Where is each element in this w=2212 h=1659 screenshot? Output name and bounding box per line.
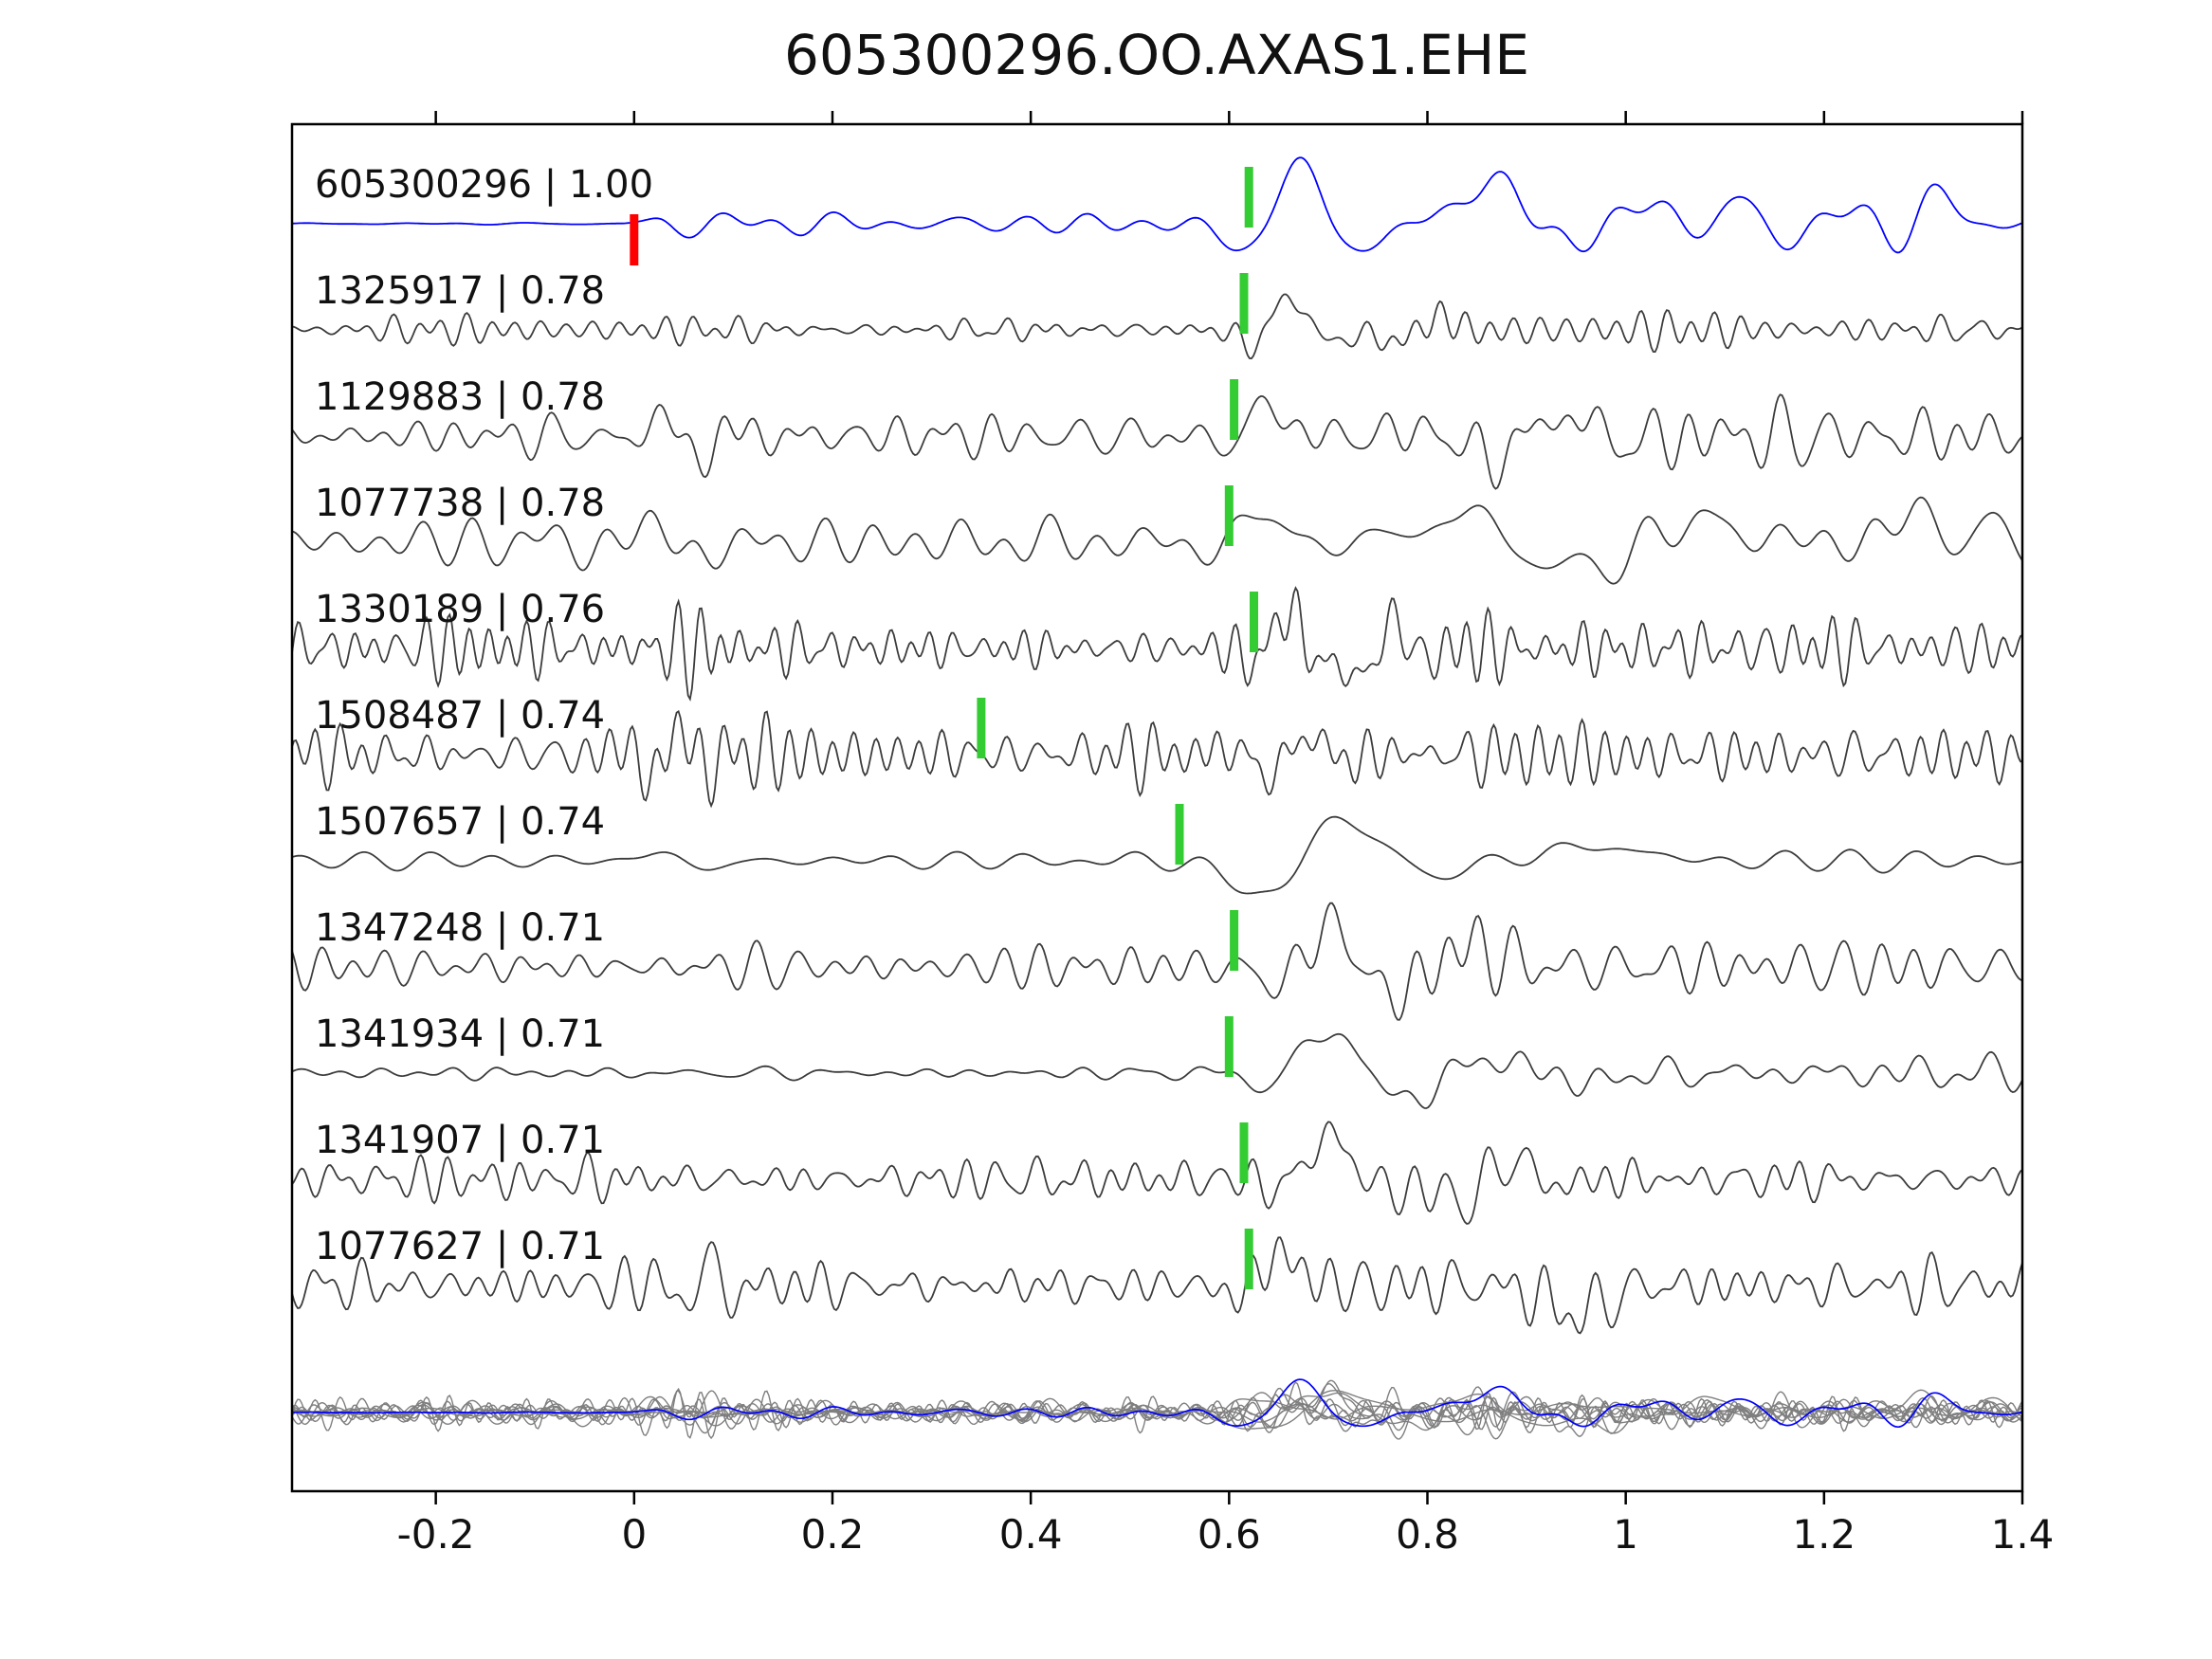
trace-labels-layer: 605300296 | 1.00 1325917 | 0.78 1129883 | … — [315, 163, 653, 1268]
x-tick-label: 1 — [1613, 1511, 1638, 1558]
x-axis-ticks-layer: -0.2 0 0.2 0.4 0.6 0.8 1 1.2 1.4 — [397, 111, 2055, 1558]
pick-marker — [977, 698, 986, 758]
trace-label: 1507657 | 0.74 — [315, 800, 605, 844]
trace-label: 605300296 | 1.00 — [315, 163, 653, 207]
traces-layer — [292, 156, 2022, 1440]
x-tick-label: 0.8 — [1396, 1511, 1459, 1558]
pick-marker — [1239, 273, 1249, 334]
trace-path-1077627 — [292, 1236, 2022, 1335]
plot-frame — [290, 122, 2024, 1493]
x-tick-label: 1.2 — [1792, 1511, 1856, 1558]
trace-label: 1347248 | 0.71 — [315, 906, 605, 950]
trace-path-1507657 — [292, 815, 2022, 895]
pick-marker — [1230, 910, 1239, 971]
trace-path-1330189 — [292, 586, 2022, 702]
x-tick-label: 0.2 — [801, 1511, 865, 1558]
trace-path-1129883 — [292, 393, 2022, 490]
pick-markers-layer — [630, 167, 1258, 1289]
overlay-template-trace — [292, 1378, 2022, 1429]
trace-path-605300296 — [292, 156, 2022, 254]
trace-label: 1325917 | 0.78 — [315, 269, 605, 313]
trace-path-1325917 — [292, 293, 2022, 360]
trace-path-1508487 — [292, 709, 2022, 809]
trace-label: 1341907 | 0.71 — [315, 1119, 605, 1162]
pick-marker — [1224, 485, 1234, 546]
x-tick-label: 0.6 — [1197, 1511, 1261, 1558]
pick-marker — [1250, 592, 1258, 652]
trace-path-1347248 — [292, 902, 2022, 1021]
trace-label: 1330189 | 0.76 — [315, 588, 605, 631]
pick-marker — [1239, 1122, 1249, 1183]
trace-label: 1077627 | 0.71 — [315, 1225, 605, 1268]
pick-marker — [1224, 1016, 1234, 1077]
trace-label: 1077738 | 0.78 — [315, 482, 605, 525]
x-tick-label: 0 — [621, 1511, 647, 1558]
trace-path-1077738 — [292, 496, 2022, 585]
pick-marker — [1244, 1229, 1253, 1289]
chart-title: 605300296.OO.AXAS1.EHE — [784, 23, 1529, 87]
template-origin-marker — [630, 214, 639, 265]
x-tick-label: -0.2 — [397, 1511, 475, 1558]
pick-marker — [1230, 379, 1239, 440]
x-tick-label: 1.4 — [1991, 1511, 2055, 1558]
trace-label: 1508487 | 0.74 — [315, 694, 605, 738]
pick-marker — [1175, 804, 1184, 865]
trace-path-1341934 — [292, 1032, 2022, 1109]
overlay-trace-1077627 — [292, 1387, 2022, 1437]
trace-label: 1129883 | 0.78 — [315, 375, 605, 419]
pick-marker — [1244, 167, 1253, 228]
trace-label: 1341934 | 0.71 — [315, 1012, 605, 1056]
x-tick-label: 0.4 — [999, 1511, 1063, 1558]
trace-path-1341907 — [292, 1121, 2022, 1225]
